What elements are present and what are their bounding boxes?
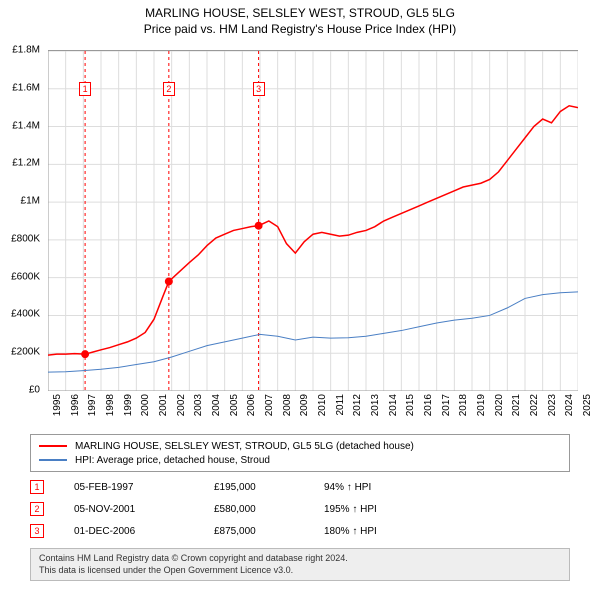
y-tick-label: £600K xyxy=(11,271,40,282)
x-tick-label: 2001 xyxy=(158,394,169,416)
event-table: 1 05-FEB-1997£195,00094% ↑ HPI 2 05-NOV-200… xyxy=(30,476,570,542)
event-pct: 195% ↑ HPI xyxy=(324,504,444,515)
x-tick-label: 2012 xyxy=(352,394,363,416)
y-tick-label: £1.8M xyxy=(12,45,40,56)
event-date: 05-FEB-1997 xyxy=(74,482,214,493)
y-axis: £0£200K£400K£600K£800K£1M£1.2M£1.4M£1.6M… xyxy=(0,50,44,390)
chart-container: MARLING HOUSE, SELSLEY WEST, STROUD, GL5… xyxy=(0,0,600,590)
x-tick-label: 1995 xyxy=(52,394,63,416)
title-line-2: Price paid vs. HM Land Registry's House … xyxy=(0,22,600,36)
x-tick-label: 2024 xyxy=(564,394,575,416)
x-tick-label: 2004 xyxy=(211,394,222,416)
x-tick-label: 1999 xyxy=(123,394,134,416)
x-tick-label: 2006 xyxy=(246,394,257,416)
y-tick-label: £0 xyxy=(29,385,40,396)
event-number-box: 2 xyxy=(30,502,44,516)
y-tick-label: £200K xyxy=(11,347,40,358)
legend: MARLING HOUSE, SELSLEY WEST, STROUD, GL5… xyxy=(30,434,570,472)
x-tick-label: 2000 xyxy=(140,394,151,416)
x-tick-label: 2013 xyxy=(370,394,381,416)
plot-area: 1 2 3 xyxy=(48,50,578,390)
event-pct: 94% ↑ HPI xyxy=(324,482,444,493)
y-tick-label: £1.4M xyxy=(12,120,40,131)
x-tick-label: 2014 xyxy=(388,394,399,416)
x-tick-label: 2009 xyxy=(299,394,310,416)
footer-line-2: This data is licensed under the Open Gov… xyxy=(39,565,561,577)
y-tick-label: £1M xyxy=(21,196,40,207)
event-marker-3: 3 xyxy=(253,82,265,96)
legend-item: MARLING HOUSE, SELSLEY WEST, STROUD, GL5… xyxy=(39,439,561,453)
x-tick-label: 2020 xyxy=(494,394,505,416)
x-axis: 1995 1996 1997 1998 1999 2000 2001 2002 2003 2004… xyxy=(48,392,578,432)
title-line-1: MARLING HOUSE, SELSLEY WEST, STROUD, GL5… xyxy=(0,6,600,20)
event-row: 2 05-NOV-2001£580,000195% ↑ HPI xyxy=(30,498,570,520)
x-tick-label: 2003 xyxy=(193,394,204,416)
y-tick-label: £1.2M xyxy=(12,158,40,169)
y-tick-label: £800K xyxy=(11,233,40,244)
x-tick-label: 2021 xyxy=(511,394,522,416)
title-block: MARLING HOUSE, SELSLEY WEST, STROUD, GL5… xyxy=(0,0,600,36)
x-tick-label: 2010 xyxy=(317,394,328,416)
x-tick-label: 2002 xyxy=(176,394,187,416)
x-tick-label: 2015 xyxy=(405,394,416,416)
x-tick-label: 2017 xyxy=(441,394,452,416)
x-tick-label: 2011 xyxy=(335,394,346,416)
x-tick-label: 2023 xyxy=(547,394,558,416)
event-price: £580,000 xyxy=(214,504,324,515)
footer-line-1: Contains HM Land Registry data © Crown c… xyxy=(39,553,561,565)
event-price: £195,000 xyxy=(214,482,324,493)
x-tick-label: 2016 xyxy=(423,394,434,416)
event-date: 05-NOV-2001 xyxy=(74,504,214,515)
event-number-box: 1 xyxy=(30,480,44,494)
event-price: £875,000 xyxy=(214,526,324,537)
legend-swatch xyxy=(39,445,67,447)
y-tick-label: £1.6M xyxy=(12,82,40,93)
event-marker-1: 1 xyxy=(79,82,91,96)
x-tick-label: 2019 xyxy=(476,394,487,416)
x-tick-label: 2007 xyxy=(264,394,275,416)
event-marker-2: 2 xyxy=(163,82,175,96)
event-number-box: 3 xyxy=(30,524,44,538)
event-pct: 180% ↑ HPI xyxy=(324,526,444,537)
x-tick-label: 2018 xyxy=(458,394,469,416)
y-tick-label: £400K xyxy=(11,309,40,320)
x-tick-label: 2025 xyxy=(582,394,593,416)
x-tick-label: 1997 xyxy=(87,394,98,416)
legend-label: HPI: Average price, detached house, Stro… xyxy=(75,455,270,466)
legend-item: HPI: Average price, detached house, Stro… xyxy=(39,453,561,467)
event-row: 3 01-DEC-2006£875,000180% ↑ HPI xyxy=(30,520,570,542)
x-tick-label: 2022 xyxy=(529,394,540,416)
footer: Contains HM Land Registry data © Crown c… xyxy=(30,548,570,581)
legend-label: MARLING HOUSE, SELSLEY WEST, STROUD, GL5… xyxy=(75,441,414,452)
event-row: 1 05-FEB-1997£195,00094% ↑ HPI xyxy=(30,476,570,498)
x-tick-label: 2008 xyxy=(282,394,293,416)
chart-svg xyxy=(48,51,578,391)
x-tick-label: 1996 xyxy=(70,394,81,416)
x-tick-label: 1998 xyxy=(105,394,116,416)
event-date: 01-DEC-2006 xyxy=(74,526,214,537)
legend-swatch xyxy=(39,459,67,461)
x-tick-label: 2005 xyxy=(229,394,240,416)
